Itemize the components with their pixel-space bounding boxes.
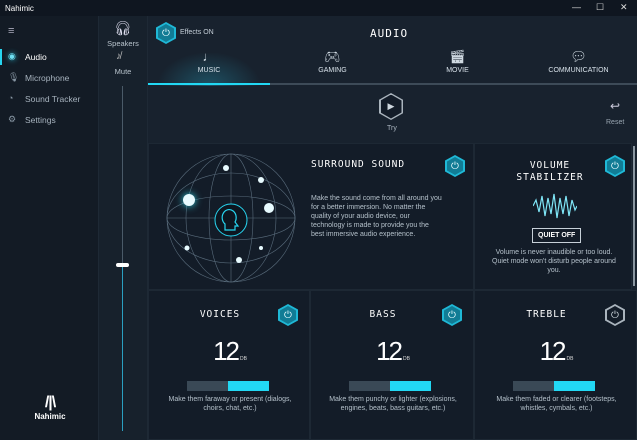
effect-power-toggle[interactable]: ⏻ [442,304,462,326]
try-label: Try [387,125,397,132]
effects-toggle[interactable]: ⏻ [156,22,176,44]
effect-unit: DB [566,356,574,362]
music-note-icon: ♩ [202,49,216,64]
effect-panel-treble: TREBLE ⏻ 12 DB Make them faded or cleare… [474,290,637,440]
effect-value: 12 [376,336,403,366]
play-icon: ▶ [380,94,402,119]
main-panel: ⏻ Effects ON AUDIO ♩ MUSIC 🎮︎ GAMING 🎬︎ MOV… [148,16,637,440]
effect-panel-voices: VOICES ⏻ 12 DB Make them faraway or pres… [148,290,310,440]
effect-power-toggle[interactable]: ⏻ [278,304,298,326]
stabilizer-description: Volume is never inaudible or too loud. Q… [492,249,616,274]
window-title: Nahimic [5,4,34,13]
surround-power-toggle[interactable]: ⏻ [445,155,465,177]
sidebar-item-settings[interactable]: ⚙ Settings [8,114,56,125]
tab-music[interactable]: ♩ MUSIC [148,46,270,86]
effect-readout: 12 DB [495,337,618,365]
surround-title: SURROUND SOUND [311,159,406,170]
active-tab-indicator [148,83,270,85]
effect-level-fill [390,381,431,391]
mute-label[interactable]: Mute [114,67,132,76]
volume-slider-fill [122,265,123,431]
effect-level-slider[interactable] [349,381,431,391]
sidebar: ≡ ◉ Audio 🎙︎ Microphone ◔ Sound Tracker ⚙ Se… [0,16,98,440]
sidebar-item-audio[interactable]: ◉ Audio [0,47,98,67]
effect-readout: 12 DB [331,337,455,365]
microphone-icon: 🎙︎ [8,72,20,82]
audio-icon: ◉ [8,51,16,61]
headphones-icon: 🎧︎ [114,20,132,36]
stabilizer-power-toggle[interactable]: ⏻ [605,155,625,177]
effect-readout: 12 DB [169,337,291,365]
close-button[interactable]: ✕ [620,2,628,12]
nahimic-logo: /|\ Nahimic [34,394,66,421]
tab-divider [148,83,637,85]
effect-level-fill [554,381,595,391]
stabilizer-title: VOLUME STABILIZER [516,160,584,183]
volume-slider-thumb[interactable] [116,263,129,268]
sidebar-item-microphone[interactable]: 🎙︎ Microphone [8,72,70,83]
title-bar: Nahimic — ☐ ✕ [0,0,637,16]
quiet-mode-button[interactable]: QUIET OFF [532,228,582,243]
effect-unit: DB [402,356,410,362]
power-icon: ⏻ [280,306,296,324]
effect-level-fill [228,381,269,391]
power-icon: ⏻ [607,306,623,324]
power-icon: ⏻ [158,24,174,42]
effect-title: BASS [369,309,397,320]
tab-communication[interactable]: 💬︎ COMMUNICATION [520,46,637,86]
chat-bubbles-icon: 💬︎ [570,49,587,64]
waveform-icon [533,193,577,219]
effect-description: Make them faded or clearer (footsteps, w… [496,396,617,412]
volume-slider-track[interactable] [122,86,123,431]
gamepad-icon: 🎮︎ [324,49,341,64]
volume-column: 🎧︎ Speakers ♪̸ Mute [98,16,148,440]
surround-description: Make the sound come from all around you … [311,195,442,238]
tab-gaming[interactable]: 🎮︎ GAMING [270,46,395,86]
mute-icon[interactable]: ♪̸ [116,51,121,62]
effect-title: TREBLE [526,309,567,320]
surround-sphere-illustration [166,153,296,283]
page-title: AUDIO [370,27,409,40]
effect-title: VOICES [199,309,241,320]
tab-movie[interactable]: 🎬︎ MOVIE [395,46,520,86]
sound-tracker-icon: ◔ [8,93,14,103]
maximize-button[interactable]: ☐ [596,2,605,12]
effect-value: 12 [213,336,240,366]
scrollbar[interactable] [633,146,635,286]
hamburger-icon[interactable]: ≡ [8,25,15,37]
try-button[interactable]: ▶ [379,93,403,120]
effect-description: Make them faraway or present (dialogs, c… [168,396,292,412]
reset-icon[interactable]: ↩ [610,99,621,113]
effect-unit: DB [239,356,247,362]
settings-icon: ⚙ [8,114,17,124]
effect-level-slider[interactable] [187,381,269,391]
power-icon: ⏻ [447,157,463,175]
effect-description: Make them punchy or lighter (explosions,… [329,396,457,412]
minimize-button[interactable]: — [572,2,581,12]
power-icon: ⏻ [607,157,623,175]
reset-label[interactable]: Reset [606,119,625,126]
effects-status: Effects ON [180,29,214,36]
clapperboard-icon: 🎬︎ [449,49,466,64]
sidebar-item-sound-tracker[interactable]: ◔ Sound Tracker [8,93,81,104]
effect-level-slider[interactable] [513,381,595,391]
effect-panel-bass: BASS ⏻ 12 DB Make them punchy or lighter… [310,290,474,440]
surround-panel: SURROUND SOUND ⏻ Make the sound come fro… [148,143,474,290]
power-icon: ⏻ [444,306,460,324]
device-label: Speakers [107,39,139,48]
effect-value: 12 [539,336,567,366]
effect-power-toggle[interactable]: ⏻ [605,304,625,326]
volume-stabilizer-panel: VOLUME STABILIZER ⏻ QUIET OFF Volume is n… [474,143,632,290]
